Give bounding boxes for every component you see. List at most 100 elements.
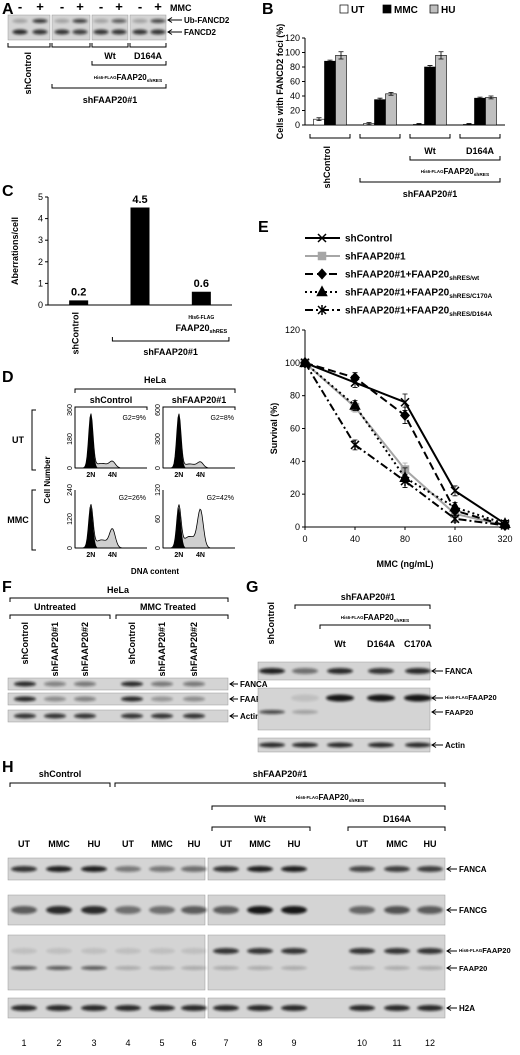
blot-band [384, 948, 410, 954]
y-tick-label: 0 [38, 300, 43, 310]
blot-band [181, 906, 207, 914]
bracket [459, 134, 501, 139]
plot-tick-label: 600 [155, 404, 162, 416]
band-label-part: FAAP20 [468, 693, 496, 702]
histogram-g1 [75, 506, 147, 548]
bar [474, 97, 486, 126]
treatment-label: MMC [170, 3, 192, 13]
condition-label: Untreated [34, 602, 76, 612]
blot-background [207, 934, 446, 991]
bracket [211, 826, 311, 831]
x-axis-label: MMC (ng/mL) [377, 559, 434, 569]
construct-label-part: FAAP20 [318, 793, 349, 802]
bracket [51, 43, 91, 48]
treatment-label: HU [188, 839, 201, 849]
bracket [359, 178, 501, 183]
category-label: Wt [424, 146, 436, 156]
blot-background [7, 14, 51, 41]
construct-label-part: shRES [349, 798, 365, 804]
legend-label: shFAAP20#1+FAAP20shRES/C170A [345, 288, 493, 301]
construct-label: His6-FLAGFAAP20shRES [421, 167, 490, 178]
construct-label: His6-FLAGFAAP20shRES [296, 793, 365, 804]
construct-label-part: shRES [474, 172, 490, 178]
y-tick-label: 100 [285, 48, 300, 58]
panel-letter: D [2, 369, 14, 386]
band-label-part: FAAP20 [482, 946, 510, 955]
bar [324, 60, 336, 126]
dna-tick: 2N [174, 552, 183, 559]
bracket [359, 134, 401, 139]
bracket [115, 614, 229, 619]
blot-band [121, 696, 143, 702]
blot-band [181, 948, 207, 954]
legend-label-part: shFAAP20#1 [345, 252, 406, 263]
legend-label-part: shFAAP20#1+FAAP20 [345, 306, 450, 317]
y-axis-label: Cell Number [43, 456, 52, 503]
blot-band [183, 681, 205, 687]
arrow [229, 696, 238, 702]
treatment-sign: - [138, 0, 142, 14]
bracket [74, 406, 148, 410]
bracket [114, 782, 446, 787]
construct-label-part: His6-FLAG [341, 615, 364, 620]
band-label: H2A [459, 1004, 475, 1013]
histogram-g1 [75, 414, 147, 468]
treatment-sign: + [36, 0, 44, 14]
blot-band [54, 19, 70, 23]
legend-label-part: shControl [345, 234, 392, 245]
control-label: shControl [266, 602, 276, 645]
marker [400, 476, 410, 487]
error-bar [438, 51, 444, 60]
error-bar [316, 117, 322, 122]
blot-band [46, 906, 72, 914]
bracket [294, 604, 431, 609]
blot-band [417, 966, 443, 970]
blot-band [121, 713, 143, 719]
blot-band [14, 681, 36, 687]
arrow [446, 907, 457, 913]
marker [450, 486, 460, 496]
series-line [304, 362, 506, 527]
blot-band [349, 1005, 375, 1011]
blot-band [292, 710, 318, 714]
histogram-area [75, 504, 147, 548]
band-label: Actin [445, 741, 465, 750]
blot-band [183, 713, 205, 719]
blot-background [207, 857, 446, 881]
error-bar [338, 51, 344, 60]
y-tick-label: 0 [295, 120, 300, 130]
treatment-sign: - [60, 0, 64, 14]
blot-band [149, 948, 175, 954]
value-label: 0.2 [71, 287, 86, 299]
blot-band [213, 966, 239, 970]
plot-tick-label: 0 [67, 466, 74, 470]
lane-number: 12 [425, 1038, 435, 1048]
construct-label: FAAP20shRES [175, 323, 227, 335]
treatment-sign: - [99, 0, 103, 14]
panel-letter: G [246, 579, 258, 596]
blot-band [44, 713, 66, 719]
g2-label: G2=42% [207, 495, 234, 502]
control-label: shControl [23, 52, 33, 95]
blot-band [93, 19, 109, 23]
blot-band [281, 948, 307, 954]
blot-band [368, 668, 394, 674]
error-bar [488, 95, 494, 100]
blot-band [115, 948, 141, 954]
blot-band [32, 19, 48, 23]
blot-background [7, 934, 206, 991]
lane-label: shControl [127, 622, 137, 665]
blot-band [115, 1005, 141, 1011]
arrow [431, 668, 443, 674]
blot-band [11, 948, 37, 954]
g2-label: G2=26% [119, 495, 146, 502]
plot-tick-label: 60 [155, 515, 162, 523]
blot-band [81, 966, 107, 970]
marker [450, 513, 460, 524]
row-label: UT [12, 435, 24, 445]
blot-background [207, 997, 446, 1019]
bracket [31, 409, 36, 471]
bracket [91, 43, 129, 48]
plot-tick-label: 0 [155, 546, 162, 550]
treatment-label: MMC [151, 839, 173, 849]
